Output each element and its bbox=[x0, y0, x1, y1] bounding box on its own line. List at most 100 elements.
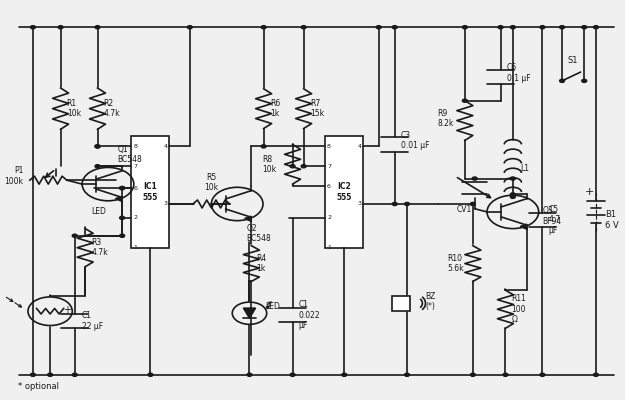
Circle shape bbox=[261, 26, 266, 29]
Text: R6
1k: R6 1k bbox=[270, 99, 280, 118]
Polygon shape bbox=[243, 308, 256, 318]
Circle shape bbox=[119, 186, 124, 190]
Text: BZ
(*): BZ (*) bbox=[426, 292, 436, 311]
Text: R10
5.6k: R10 5.6k bbox=[447, 254, 464, 273]
Text: B1
6 V: B1 6 V bbox=[605, 210, 619, 230]
Circle shape bbox=[188, 26, 192, 29]
Text: C6
0.1 μF: C6 0.1 μF bbox=[507, 63, 531, 82]
Circle shape bbox=[511, 177, 516, 180]
Circle shape bbox=[511, 26, 516, 29]
Text: Q3
BF94: Q3 BF94 bbox=[542, 206, 562, 226]
Text: R11
100
Ω: R11 100 Ω bbox=[512, 294, 526, 324]
Text: 4: 4 bbox=[164, 144, 168, 149]
Text: R4
1k: R4 1k bbox=[256, 254, 267, 273]
Text: R8
10k: R8 10k bbox=[262, 154, 276, 174]
Circle shape bbox=[471, 373, 476, 376]
Circle shape bbox=[119, 216, 124, 220]
Circle shape bbox=[511, 193, 516, 196]
Bar bbox=[325, 136, 363, 248]
Circle shape bbox=[559, 79, 564, 82]
Circle shape bbox=[342, 373, 347, 376]
Circle shape bbox=[301, 26, 306, 29]
Text: C1
0.022
μF: C1 0.022 μF bbox=[299, 300, 321, 330]
Circle shape bbox=[58, 26, 63, 29]
Text: 8: 8 bbox=[327, 144, 331, 149]
Circle shape bbox=[472, 177, 477, 180]
Text: +: + bbox=[585, 187, 594, 197]
Circle shape bbox=[540, 26, 545, 29]
Circle shape bbox=[261, 145, 266, 148]
Text: R1
10k: R1 10k bbox=[67, 99, 81, 118]
Circle shape bbox=[392, 202, 397, 206]
Circle shape bbox=[95, 165, 100, 168]
Circle shape bbox=[120, 234, 124, 237]
Circle shape bbox=[498, 26, 503, 29]
Circle shape bbox=[540, 373, 545, 376]
Text: IC1
555: IC1 555 bbox=[142, 182, 158, 202]
Text: 8: 8 bbox=[133, 144, 137, 149]
Circle shape bbox=[48, 373, 53, 376]
Circle shape bbox=[301, 165, 306, 168]
Text: 3: 3 bbox=[357, 202, 361, 206]
Text: 1: 1 bbox=[133, 245, 137, 250]
Circle shape bbox=[594, 373, 598, 376]
Text: R2
4.7k: R2 4.7k bbox=[104, 99, 120, 118]
Circle shape bbox=[72, 373, 78, 376]
Text: IC2
555: IC2 555 bbox=[337, 182, 352, 202]
Circle shape bbox=[95, 145, 100, 148]
Bar bbox=[131, 136, 169, 248]
Polygon shape bbox=[116, 196, 122, 202]
Circle shape bbox=[404, 202, 409, 206]
Circle shape bbox=[511, 195, 516, 198]
Text: LED: LED bbox=[91, 208, 106, 216]
Circle shape bbox=[462, 26, 468, 29]
Text: R7
15k: R7 15k bbox=[310, 99, 324, 118]
Circle shape bbox=[148, 373, 153, 376]
Text: R9
8.2k: R9 8.2k bbox=[437, 109, 454, 128]
Text: C5
4.7
μF: C5 4.7 μF bbox=[549, 205, 561, 235]
Text: * optional: * optional bbox=[18, 382, 59, 391]
Text: Q1
BC548: Q1 BC548 bbox=[118, 145, 142, 164]
Circle shape bbox=[290, 373, 295, 376]
Circle shape bbox=[582, 79, 587, 82]
Text: CV1: CV1 bbox=[456, 206, 471, 214]
Text: 7: 7 bbox=[327, 164, 331, 169]
Text: 6: 6 bbox=[133, 186, 137, 190]
Circle shape bbox=[471, 202, 476, 206]
Text: 1: 1 bbox=[327, 245, 331, 250]
Text: S1: S1 bbox=[568, 56, 578, 65]
Circle shape bbox=[503, 373, 508, 376]
Circle shape bbox=[582, 26, 587, 29]
Bar bbox=[392, 296, 410, 311]
Circle shape bbox=[119, 186, 124, 190]
Text: 2: 2 bbox=[133, 215, 138, 220]
Circle shape bbox=[462, 99, 468, 102]
Text: Q2
BC548: Q2 BC548 bbox=[246, 224, 271, 244]
Circle shape bbox=[247, 373, 252, 376]
Text: 7: 7 bbox=[133, 164, 138, 169]
Circle shape bbox=[594, 26, 598, 29]
Text: R3
4.7k: R3 4.7k bbox=[91, 238, 108, 257]
Text: P1
100k: P1 100k bbox=[4, 166, 24, 186]
Text: LED: LED bbox=[265, 302, 280, 310]
Circle shape bbox=[31, 26, 36, 29]
Text: C3
0.01 μF: C3 0.01 μF bbox=[401, 131, 429, 150]
Circle shape bbox=[290, 165, 295, 168]
Circle shape bbox=[404, 373, 409, 376]
Circle shape bbox=[559, 26, 564, 29]
Circle shape bbox=[392, 26, 397, 29]
Circle shape bbox=[95, 145, 100, 148]
Circle shape bbox=[376, 26, 381, 29]
Text: 4: 4 bbox=[357, 144, 361, 149]
Circle shape bbox=[31, 373, 36, 376]
Text: C1
22 μF: C1 22 μF bbox=[82, 312, 103, 331]
Text: R5
10k: R5 10k bbox=[204, 173, 218, 192]
Circle shape bbox=[72, 234, 78, 237]
Polygon shape bbox=[520, 224, 527, 230]
Polygon shape bbox=[244, 216, 251, 222]
Text: L1: L1 bbox=[520, 164, 529, 173]
Text: 6: 6 bbox=[327, 184, 331, 188]
Circle shape bbox=[95, 26, 100, 29]
Text: +: + bbox=[63, 305, 71, 315]
Text: 3: 3 bbox=[164, 202, 168, 206]
